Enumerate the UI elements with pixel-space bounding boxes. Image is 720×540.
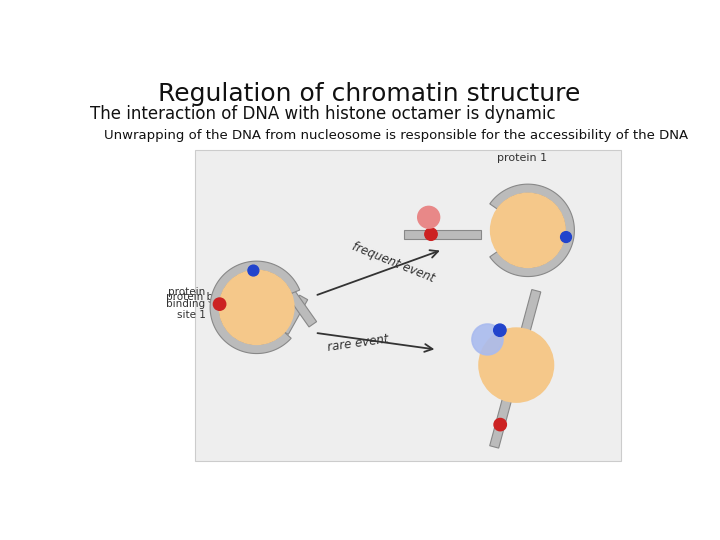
- Text: Unwrapping of the DNA from nucleosome is responsible for the accessibility of th: Unwrapping of the DNA from nucleosome is…: [104, 130, 688, 143]
- Text: Regulation of chromatin structure: Regulation of chromatin structure: [158, 82, 580, 106]
- Polygon shape: [404, 230, 482, 239]
- Polygon shape: [210, 261, 300, 354]
- Text: protein 1: protein 1: [497, 153, 547, 163]
- Circle shape: [494, 418, 506, 431]
- Circle shape: [494, 324, 506, 336]
- Circle shape: [213, 298, 226, 310]
- Circle shape: [418, 206, 439, 228]
- Text: frequent event: frequent event: [350, 240, 436, 285]
- Circle shape: [425, 228, 437, 240]
- Circle shape: [220, 271, 294, 345]
- Circle shape: [248, 265, 258, 276]
- Text: protein binding
site 2: protein binding site 2: [166, 292, 246, 314]
- Circle shape: [490, 193, 565, 267]
- Text: protein 2: protein 2: [478, 358, 528, 368]
- Text: protein
binding
site 1: protein binding site 1: [166, 287, 206, 320]
- Bar: [194, 150, 621, 461]
- Circle shape: [472, 324, 503, 355]
- Polygon shape: [490, 184, 575, 276]
- Text: rare event: rare event: [326, 333, 390, 354]
- Circle shape: [561, 232, 572, 242]
- Text: The interaction of DNA with histone octamer is dynamic: The interaction of DNA with histone octa…: [90, 105, 555, 123]
- Polygon shape: [530, 227, 550, 268]
- Polygon shape: [287, 291, 317, 327]
- Polygon shape: [516, 289, 541, 352]
- Circle shape: [479, 328, 554, 402]
- Polygon shape: [490, 349, 525, 448]
- Polygon shape: [280, 295, 307, 334]
